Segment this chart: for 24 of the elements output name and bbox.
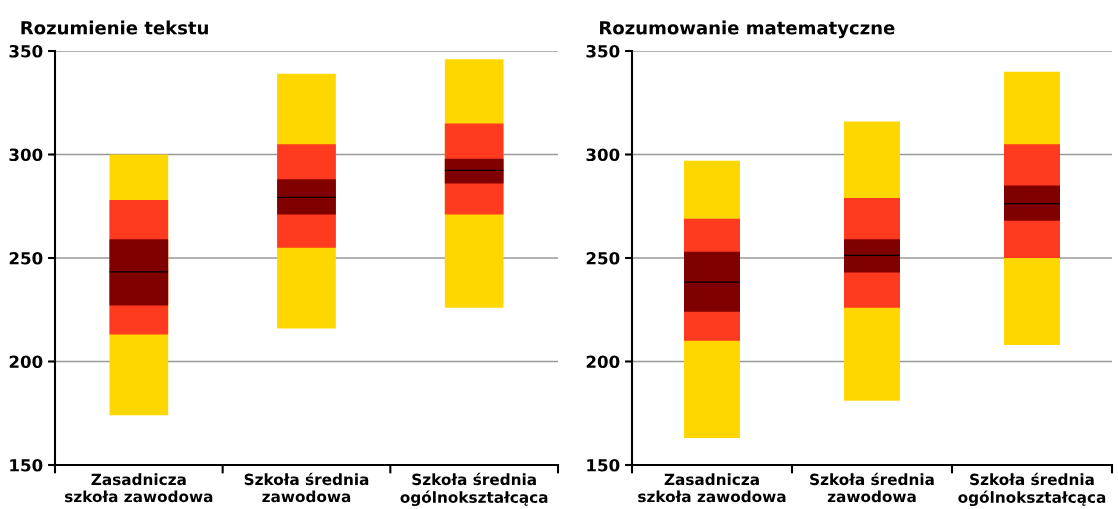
bar (277, 179, 336, 215)
chart-title: Rozumowanie matematyczne (600, 20, 895, 39)
y-tick-label: 150 (587, 458, 620, 472)
bar (684, 251, 740, 312)
x-tick-label: Szkoła średnia ogólnokształcąca (958, 472, 1106, 507)
x-tick-label: Zasadnicza szkoła zawodowa (638, 473, 786, 503)
bar (444, 158, 504, 184)
x-tick-label: Szkoła średnia zawodowa (244, 472, 369, 503)
bar (109, 239, 169, 306)
y-tick-label: 350 (586, 44, 620, 58)
x-tick-label: Szkoła średnia ogólnokształcąca (400, 472, 548, 507)
y-tick-label: 250 (9, 251, 43, 265)
y-tick-label: 200 (586, 355, 620, 369)
y-tick-label: 150 (10, 458, 43, 472)
bar (844, 239, 900, 273)
y-tick-label: 300 (9, 148, 43, 162)
y-tick-label: 200 (9, 355, 43, 369)
y-tick-label: 300 (586, 148, 620, 162)
bar (1004, 185, 1060, 221)
x-tick-label: Zasadnicza szkoła zawodowa (65, 473, 213, 503)
chart-title: Rozumienie tekstu (21, 20, 208, 35)
x-tick-label: Szkoła średnia zawodowa (810, 472, 934, 503)
y-tick-label: 250 (586, 251, 620, 265)
y-tick-label: 350 (9, 44, 43, 58)
